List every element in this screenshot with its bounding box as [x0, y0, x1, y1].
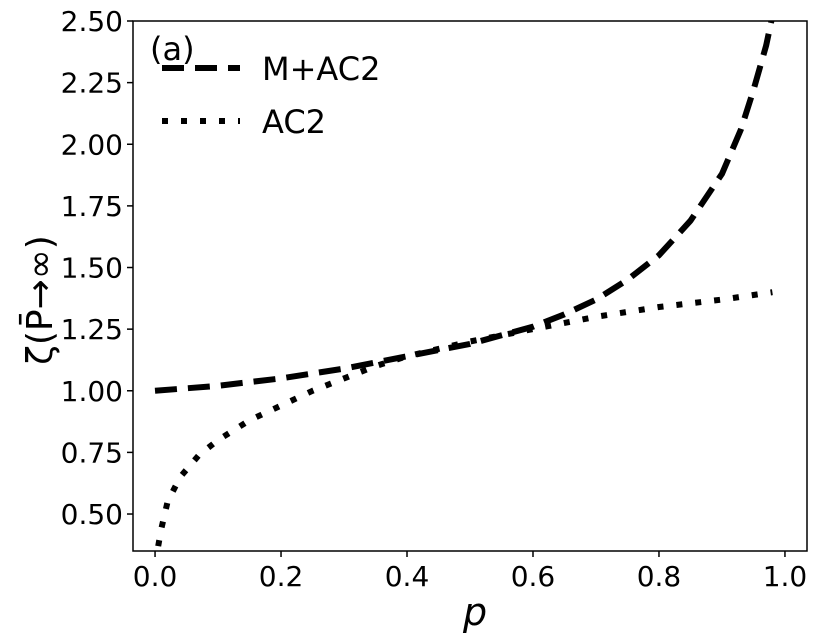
- y-tick-label: 1.00: [61, 375, 123, 408]
- y-tick-label: 2.00: [61, 128, 123, 161]
- x-tick-label: 0.2: [259, 560, 304, 593]
- x-tick-label: 0.4: [385, 560, 430, 593]
- panel-annotation: (a): [150, 30, 195, 68]
- y-tick-label: 1.25: [61, 313, 123, 346]
- x-tick-label: 1.0: [763, 560, 808, 593]
- series-line-ac2: [155, 289, 773, 547]
- legend-entry-m-ac2: M+AC2: [262, 50, 380, 88]
- plot-frame: [132, 20, 808, 552]
- legend: M+AC2 AC2: [162, 50, 380, 141]
- series-line-m-ac2: [154, 21, 775, 394]
- legend-entry-ac2: AC2: [262, 103, 326, 141]
- x-tick-label: 0.6: [511, 560, 556, 593]
- y-tick-label: 1.50: [61, 252, 123, 285]
- y-tick-label: 0.75: [61, 436, 123, 469]
- y-axis-ticks: 0.50 0.75 1.00 1.25 1.50 1.75 2.00 2.25 2.50: [61, 5, 133, 531]
- y-tick-label: 0.50: [61, 498, 123, 531]
- x-axis-label: p: [462, 590, 487, 634]
- y-axis-label: ζ(P̄→∞): [18, 235, 61, 365]
- x-tick-label: 0.8: [637, 560, 682, 593]
- x-axis-ticks: 0.0 0.2 0.4 0.6 0.8 1.0: [133, 551, 807, 593]
- y-tick-label: 1.75: [61, 190, 123, 223]
- y-tick-label: 2.25: [61, 67, 123, 100]
- x-tick-label: 0.0: [133, 560, 178, 593]
- series-layer: [154, 21, 775, 547]
- y-tick-label: 2.50: [61, 5, 123, 38]
